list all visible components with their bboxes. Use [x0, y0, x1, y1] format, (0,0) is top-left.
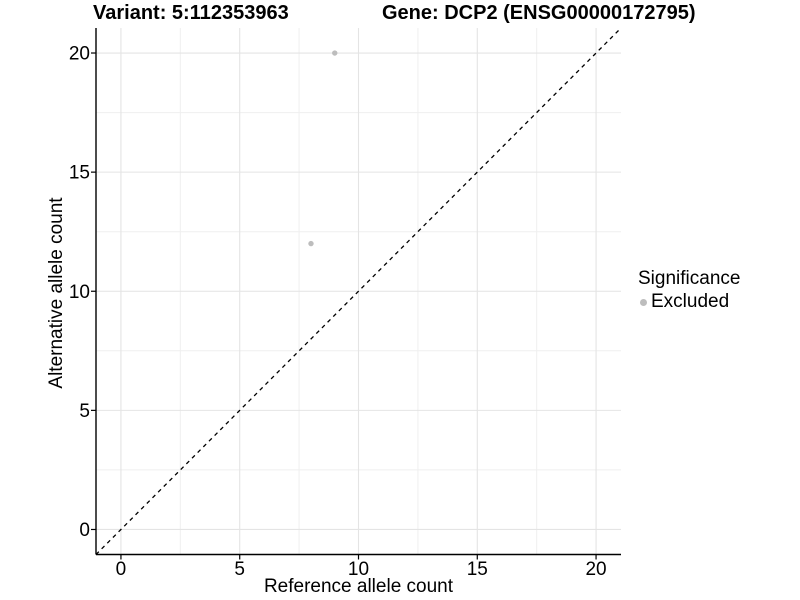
- data-point: [332, 50, 338, 56]
- x-tick-label: 15: [467, 559, 488, 580]
- legend: Significance Excluded: [638, 269, 740, 312]
- x-tick-label: 5: [234, 559, 245, 580]
- y-tick-label: 10: [69, 282, 90, 303]
- data-point: [308, 240, 314, 247]
- legend-point-icon: [640, 298, 647, 306]
- y-tick-label: 5: [79, 401, 90, 422]
- legend-item-excluded: Excluded: [638, 292, 740, 312]
- legend-item-label: Excluded: [651, 291, 730, 312]
- y-tick-label: 20: [69, 44, 90, 65]
- plot-title-variant: Variant: 5:112353963: [93, 2, 289, 24]
- x-tick-label: 10: [348, 559, 369, 580]
- x-tick-label: 20: [585, 559, 606, 580]
- y-tick-label: 15: [69, 163, 90, 184]
- legend-title: Significance: [638, 268, 741, 289]
- identity-line: [95, 27, 622, 555]
- y-tick-label: 0: [79, 520, 90, 541]
- y-axis-title: Alternative allele count: [46, 197, 67, 389]
- x-tick-label: 0: [116, 559, 127, 580]
- x-axis-title: Reference allele count: [263, 576, 454, 597]
- plot-title-gene: Gene: DCP2 (ENSG00000172795): [382, 2, 696, 24]
